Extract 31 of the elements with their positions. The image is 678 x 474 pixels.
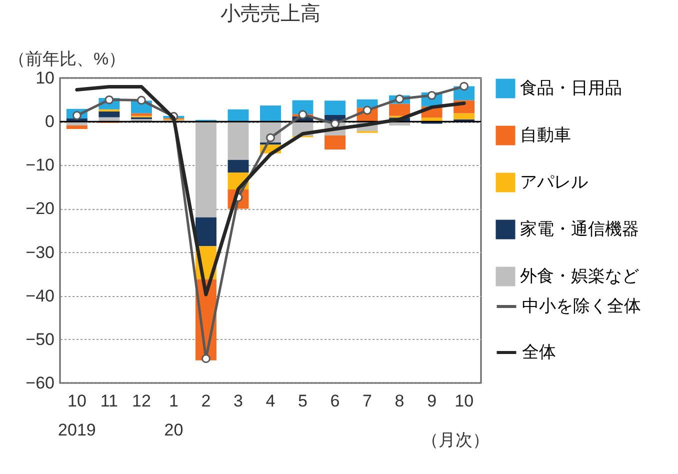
x-tick-label: 10 2019 [58,392,96,440]
legend-label: 自動車 [520,126,571,144]
chart-title: 小売売上高 [220,2,320,25]
legend-label: 中小を除く全体 [522,296,641,316]
x-tick-label: 12 [132,392,151,410]
x-tick-label: 10 [454,392,474,410]
x-tick-label: 3 [234,392,243,410]
y-tick-label: −40 [26,286,54,306]
legend-label: アパレル [520,172,588,192]
y-tick-label: −30 [26,242,54,262]
x-tick-label: 1 20 [164,392,184,440]
y-tick-label: 0 [45,112,54,132]
x-tick-label: 2 [201,392,211,410]
y-tick-label: −50 [26,330,54,349]
x-tick-label: 4 [266,392,276,410]
y-tick-label: −20 [26,199,54,218]
y-tick-label: 10 [36,68,54,88]
x-tick-label: 5 [298,392,308,410]
x-tick-label: 7 [362,392,372,410]
legend-label: 全体 [522,342,556,362]
x-tick-label: 6 [330,392,340,410]
y-tick-label: −10 [26,156,54,175]
legend-label: 外食・娯楽など [520,266,639,286]
legend-label: 食品・日用品 [520,78,622,98]
x-axis-title: （月次） [422,430,490,450]
legend-label: 家電・通信機器 [520,220,639,238]
y-axis-title: （前年比、%） [8,50,126,68]
y-tick-label: −60 [26,374,54,392]
x-tick-label: 11 [100,392,118,410]
x-tick-label: 8 [394,392,404,410]
x-tick-label: 9 [427,392,437,410]
